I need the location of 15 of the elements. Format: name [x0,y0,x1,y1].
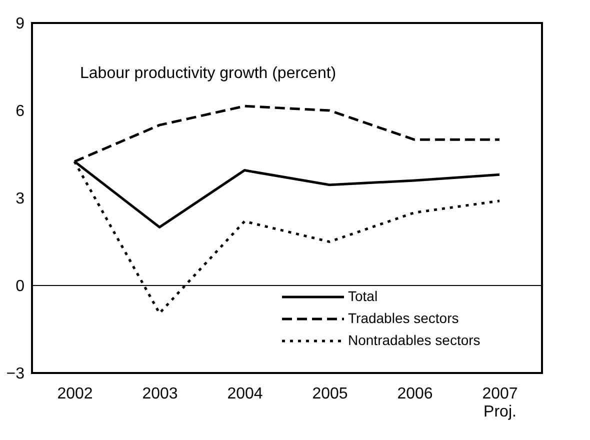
x-tick-label: 2002 [57,386,93,402]
y-tick-label: 6 [16,103,25,120]
y-tick-label: 3 [16,190,25,208]
x-tick-label: 2003 [142,386,178,402]
y-tick-label: −3 [6,366,25,382]
text: Labour productivity growth (percent) [80,65,336,82]
y-tick-label: 0 [16,278,25,295]
x-tick-label: 2004 [227,386,263,402]
legend-label: Tradables sectors [348,310,459,326]
legend-label: Total [348,288,378,304]
x-tick-label: 2006 [397,386,433,402]
legend-label: Nontradables sectors [348,332,480,348]
x-tick-label: 2007 Proj. [482,386,518,420]
y-tick-label: 9 [16,16,25,32]
x-tick-label: 2005 [312,386,348,402]
